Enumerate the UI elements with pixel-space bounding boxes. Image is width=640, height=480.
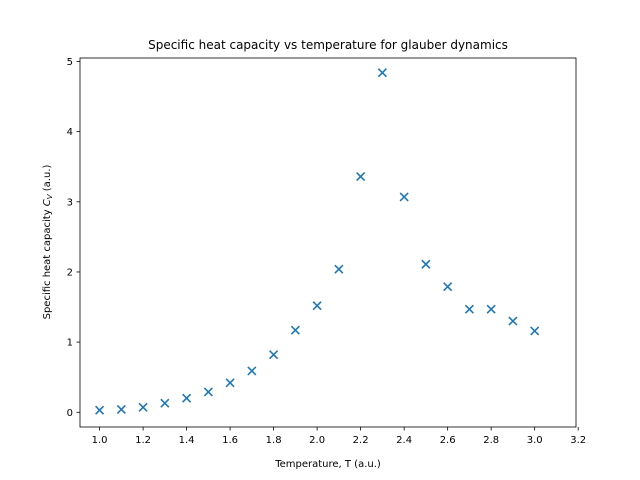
data-point [182,393,192,403]
data-point [464,304,474,314]
x-tick-label: 2.8 [483,435,499,446]
y-tick-label: 1 [67,338,73,349]
data-point [334,264,344,274]
x-tick-label: 1.8 [266,435,282,446]
data-point [377,68,387,78]
x-tick-label: 1.0 [92,435,108,446]
data-point [203,387,213,397]
data-point [269,350,279,360]
y-tick-label: 2 [67,267,73,278]
data-point [356,171,366,182]
y-tick-label: 0 [67,408,73,419]
y-tick-label: 4 [67,127,73,138]
axes-frame [79,57,577,428]
data-point [530,326,540,336]
plot-area: 1.0 1.2 1.4 1.6 1.8 2.0 2.2 2.4 2.6 2.8 3.0 3.2 0 1 2… [67,57,587,446]
y-tick-label: 5 [67,57,73,68]
data-point [421,259,431,269]
data-point [95,405,105,415]
x-tick-label: 1.6 [222,435,238,446]
x-tick-label: 2.6 [440,435,456,446]
data-point [225,378,235,388]
x-tick-label: 1.4 [179,435,195,446]
x-tick-label: 1.2 [135,435,151,446]
x-tick-label: 2.4 [396,435,412,446]
data-point [247,366,257,376]
x-axis: 1.0 1.2 1.4 1.6 1.8 2.0 2.2 2.4 2.6 2.8 3.0 3.2 [92,427,586,446]
x-tick-label: 3.2 [570,435,586,446]
data-point [399,192,409,202]
data-point [508,316,518,326]
data-point [443,282,453,292]
data-point [116,404,126,415]
data-point [486,304,496,314]
x-tick-label: 2.0 [309,435,325,446]
y-axis-label: Specific heat capacity CV (a.u.) [42,165,54,320]
data-points [95,68,540,415]
data-point [312,301,322,311]
x-axis-label: Temperature, T (a.u.) [274,459,381,470]
x-tick-label: 3.0 [527,435,543,446]
y-axis: 0 1 2 3 4 5 [67,57,80,419]
data-point [290,325,300,335]
data-point [160,398,170,408]
y-tick-label: 3 [67,197,73,208]
chart-title: Specific heat capacity vs temperature fo… [148,38,508,52]
x-tick-label: 2.2 [353,435,369,446]
data-point [138,402,148,412]
